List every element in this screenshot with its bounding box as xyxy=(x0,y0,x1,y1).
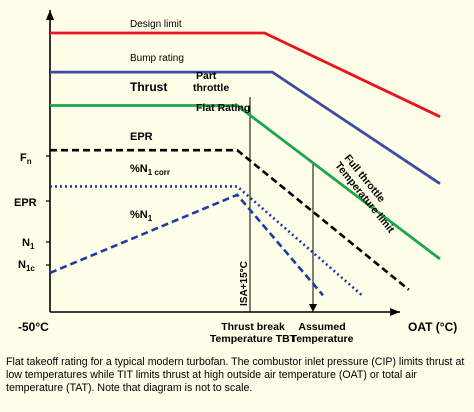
label-n1corr: %N1 corr xyxy=(130,163,170,177)
chart-plot: Design limit Bump rating Thrust Part thr… xyxy=(14,10,457,345)
label-part: Part xyxy=(196,70,217,82)
xtick-oat: OAT (°C) xyxy=(408,320,457,334)
series-line--n1corr xyxy=(50,185,363,297)
ytick-n1c: N1c xyxy=(18,259,35,273)
label-full-throttle: Full throttle Temperature limit xyxy=(332,152,397,235)
figure-caption: Flat takeoff rating for a typical modern… xyxy=(6,356,465,394)
series-layer xyxy=(49,31,441,297)
ytick-fn: Fn xyxy=(20,152,32,166)
series-line-design-limit xyxy=(50,31,441,118)
ytick-epr: EPR xyxy=(14,197,37,209)
xtick-tbt-line2: Temperature TBT xyxy=(210,333,297,345)
label-isa: ISA+15°C xyxy=(239,261,250,306)
xtick-minus50: -50°C xyxy=(18,320,49,334)
xtick-assumed-line2: Temperature xyxy=(291,333,354,345)
label-bump-rating: Bump rating xyxy=(130,53,184,64)
label-flat-rating: Flat Rating xyxy=(196,102,250,114)
xtick-tbt-line1: Thrust break xyxy=(221,321,285,333)
label-n1: %N1 xyxy=(130,209,153,223)
series-line-epr xyxy=(50,148,410,291)
series-line-thrust xyxy=(50,104,441,261)
label-epr-curve: EPR xyxy=(130,131,153,143)
ytick-n1: N1 xyxy=(22,237,35,251)
xtick-assumed-line1: Assumed xyxy=(298,321,345,333)
label-design-limit: Design limit xyxy=(130,19,182,30)
series-line-bump-rating xyxy=(50,70,441,185)
label-throttle: throttle xyxy=(193,82,229,94)
series-line--n1 xyxy=(49,193,324,297)
label-thrust: Thrust xyxy=(130,80,167,94)
